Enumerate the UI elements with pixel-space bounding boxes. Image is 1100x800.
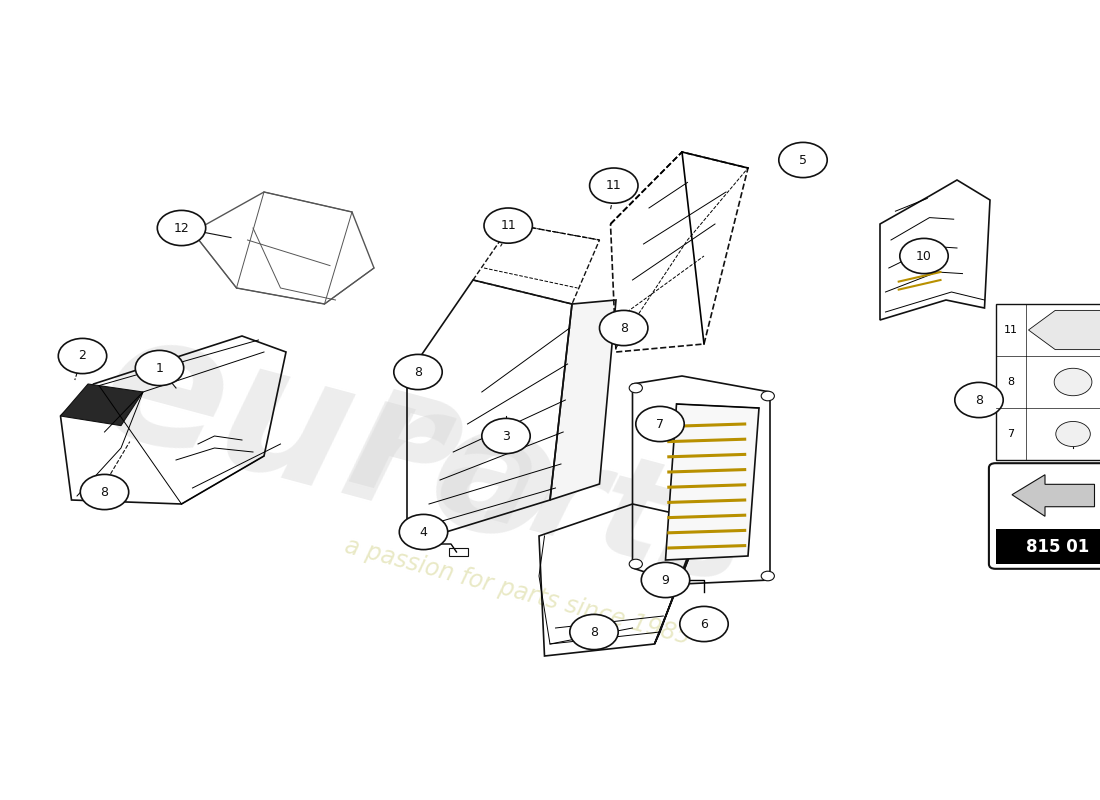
Polygon shape	[1028, 310, 1100, 350]
Circle shape	[482, 418, 530, 454]
Text: 2: 2	[78, 350, 87, 362]
Circle shape	[600, 310, 648, 346]
Text: 8: 8	[975, 394, 983, 406]
Text: 6: 6	[700, 618, 708, 630]
Circle shape	[779, 142, 827, 178]
Text: 9: 9	[661, 574, 670, 586]
Text: 7: 7	[1008, 429, 1014, 439]
FancyBboxPatch shape	[989, 463, 1100, 569]
Text: 10: 10	[916, 250, 932, 262]
Circle shape	[590, 168, 638, 203]
Circle shape	[636, 406, 684, 442]
Polygon shape	[666, 404, 759, 560]
Text: 8: 8	[619, 322, 628, 334]
Circle shape	[399, 514, 448, 550]
Text: 3: 3	[502, 430, 510, 442]
Circle shape	[1056, 422, 1090, 446]
Circle shape	[135, 350, 184, 386]
Circle shape	[58, 338, 107, 374]
Polygon shape	[1012, 474, 1094, 516]
Circle shape	[570, 614, 618, 650]
Text: 8: 8	[100, 486, 109, 498]
Circle shape	[900, 238, 948, 274]
Text: 11: 11	[606, 179, 621, 192]
Circle shape	[1054, 368, 1092, 396]
Text: a passion for parts since 1985: a passion for parts since 1985	[341, 534, 693, 650]
Text: 8: 8	[1008, 377, 1014, 387]
Polygon shape	[550, 300, 616, 500]
Circle shape	[629, 559, 642, 569]
Text: 11: 11	[500, 219, 516, 232]
Polygon shape	[60, 384, 143, 426]
Circle shape	[680, 606, 728, 642]
Text: 7: 7	[656, 418, 664, 430]
Polygon shape	[654, 512, 704, 644]
Bar	[996, 530, 1100, 564]
Circle shape	[80, 474, 129, 510]
Text: Parts: Parts	[338, 378, 762, 614]
Text: euro: euro	[84, 295, 576, 585]
Circle shape	[641, 562, 690, 598]
Circle shape	[761, 571, 774, 581]
Circle shape	[394, 354, 442, 390]
Bar	[996, 304, 1100, 460]
Text: 4: 4	[419, 526, 428, 538]
Text: 815 01: 815 01	[1026, 538, 1089, 556]
Text: 8: 8	[590, 626, 598, 638]
Circle shape	[484, 208, 532, 243]
Text: 1: 1	[155, 362, 164, 374]
Text: 8: 8	[414, 366, 422, 378]
Circle shape	[157, 210, 206, 246]
Text: 12: 12	[174, 222, 189, 234]
Circle shape	[761, 391, 774, 401]
Circle shape	[955, 382, 1003, 418]
Text: 5: 5	[799, 154, 807, 166]
Text: 11: 11	[1004, 325, 1018, 335]
Circle shape	[629, 383, 642, 393]
